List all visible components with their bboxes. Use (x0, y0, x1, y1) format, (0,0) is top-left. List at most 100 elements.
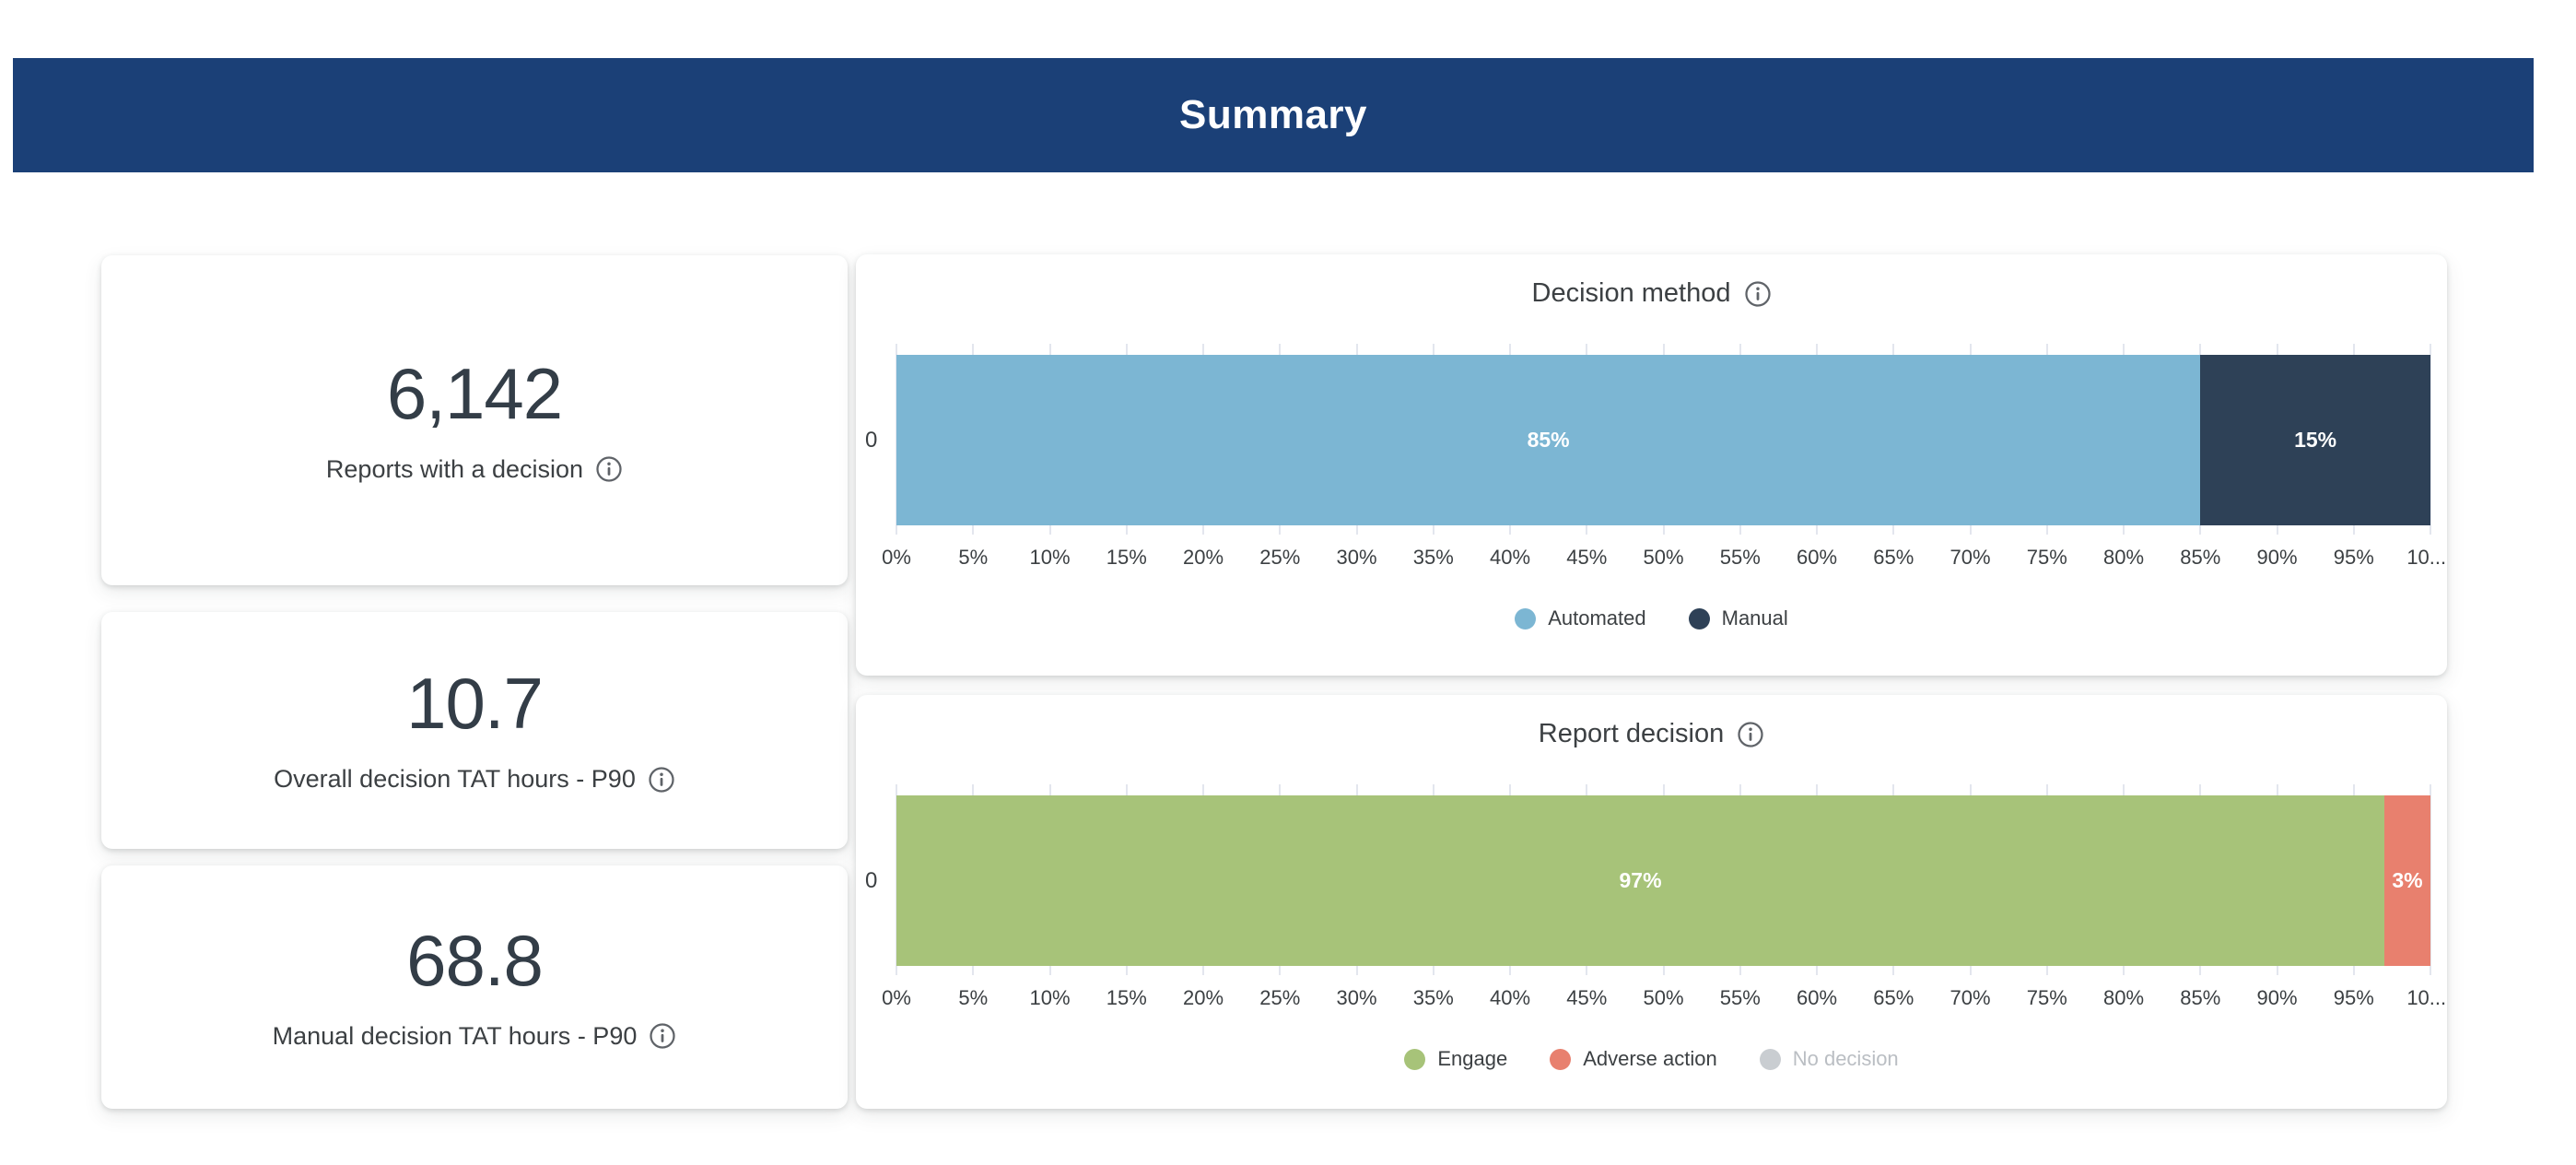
x-tick-label: 25% (1259, 986, 1301, 1009)
x-tick-label: 60% (1796, 546, 1838, 569)
legend-item-manual[interactable]: Manual (1688, 606, 1788, 630)
x-tick-label: 50% (1643, 546, 1684, 569)
legend: Engage Adverse action No decision (856, 1047, 2447, 1071)
bar-segment-engage[interactable]: 97% (896, 795, 2385, 966)
legend-label: No decision (1792, 1047, 1899, 1070)
x-tick-label: 80% (2102, 986, 2145, 1009)
chart-card-report-decision: Report decision 0 97% 3% 0% 5% 10% 15% 20% 25%… (856, 695, 2447, 1109)
legend-label: Manual (1721, 606, 1788, 630)
x-tick-label: 70% (1950, 546, 1991, 569)
x-tick-label: 0% (882, 986, 911, 1009)
x-tick-label: 70% (1950, 986, 1991, 1009)
x-tick-label: 80% (2102, 546, 2145, 569)
kpi-scorecard-reports-with-a-decision: 6,142 Reports with a decision (101, 255, 848, 585)
bar-segment-adverse-action[interactable]: 3% (2384, 795, 2430, 966)
x-tick-label: 95% (2333, 546, 2374, 569)
stacked-bar: 85% 15% (896, 355, 2430, 525)
kpi-label: Manual decision TAT hours - P90 (272, 1021, 638, 1050)
legend-item-automated[interactable]: Automated (1515, 606, 1646, 630)
x-tick-label: 90% (2256, 546, 2298, 569)
legend-swatch (1759, 1048, 1781, 1070)
x-tick-label: 50% (1643, 986, 1684, 1009)
x-tick-label: 75% (2026, 546, 2067, 569)
bar-segment-manual[interactable]: 15% (2200, 355, 2430, 525)
kpi-label: Overall decision TAT hours - P90 (274, 765, 636, 793)
kpi-label-row: Manual decision TAT hours - P90 (273, 1022, 677, 1051)
legend-swatch (1404, 1048, 1426, 1070)
kpi-value: 68.8 (406, 919, 544, 1001)
kpi-scorecard-overall-decision-tat-hours-p90: 10.7 Overall decision TAT hours - P90 (101, 612, 848, 849)
info-icon[interactable] (649, 1022, 676, 1050)
x-tick-label: 10... (2406, 546, 2447, 569)
legend-item-no-decision[interactable]: No decision (1759, 1047, 1899, 1071)
bar-segment-label: 97% (1619, 868, 1662, 892)
kpi-label-row: Reports with a decision (326, 455, 623, 484)
bar-segment-automated[interactable]: 85% (896, 355, 2201, 525)
stacked-bar: 97% 3% (896, 795, 2430, 966)
chart-title: Report decision (1538, 719, 1725, 748)
legend-swatch (1688, 607, 1710, 630)
kpi-label-row: Overall decision TAT hours - P90 (274, 765, 675, 794)
legend: Automated Manual (856, 606, 2447, 630)
legend-swatch (1515, 607, 1537, 630)
page-title: Summary (1178, 92, 1368, 137)
x-tick-label: 40% (1489, 546, 1531, 569)
y-axis-category-label: 0 (865, 427, 878, 453)
x-tick-label: 90% (2256, 986, 2298, 1009)
kpi-label: Reports with a decision (325, 454, 584, 483)
x-tick-label: 10... (2406, 986, 2447, 1009)
info-icon[interactable] (595, 455, 623, 483)
x-tick-label: 15% (1106, 986, 1147, 1009)
x-tick-label: 30% (1336, 546, 1377, 569)
x-tick-label: 45% (1566, 546, 1608, 569)
bar-plot-area: 0 85% 15% (865, 344, 2431, 535)
chart-title-row: Decision method (856, 278, 2447, 309)
x-tick-label: 40% (1489, 986, 1531, 1009)
x-tick-label: 0% (882, 546, 911, 569)
legend-label: Adverse action (1583, 1047, 1717, 1070)
info-icon[interactable] (648, 766, 675, 794)
x-tick-label: 95% (2333, 986, 2374, 1009)
kpi-value: 10.7 (406, 663, 544, 744)
kpi-column: 6,142 Reports with a decision 10.7 Overa… (101, 255, 848, 1109)
summary-banner: Summary (13, 58, 2534, 172)
bar-segment-label: 85% (1527, 428, 1570, 452)
x-tick-label: 15% (1106, 546, 1147, 569)
x-tick-label: 35% (1412, 546, 1454, 569)
x-tick-label: 85% (2180, 986, 2221, 1009)
x-tick-label: 65% (1873, 986, 1914, 1009)
legend-item-adverse-action[interactable]: Adverse action (1550, 1047, 1717, 1071)
x-axis: 0% 5% 10% 15% 20% 25% 30% 35% 40% 45% 50% 55% 60% 65%… (882, 546, 2446, 573)
x-tick-label: 5% (958, 986, 989, 1009)
gridline (2430, 344, 2431, 535)
legend-label: Automated (1548, 606, 1646, 630)
x-tick-label: 20% (1182, 986, 1224, 1009)
bar-plot-area: 0 97% 3% (865, 784, 2431, 975)
x-tick-label: 55% (1719, 546, 1761, 569)
gridline (2430, 784, 2431, 975)
x-tick-label: 85% (2180, 546, 2221, 569)
x-tick-label: 35% (1412, 986, 1454, 1009)
chart-title-row: Report decision (856, 719, 2447, 749)
x-tick-label: 30% (1336, 986, 1377, 1009)
chart-card-decision-method: Decision method 0 85% 15% 0% 5% 10% 15% 20% 25… (856, 254, 2447, 676)
chart-column: Decision method 0 85% 15% 0% 5% 10% 15% 20% 25… (856, 254, 2447, 1165)
x-tick-label: 25% (1259, 546, 1301, 569)
x-tick-label: 45% (1566, 986, 1608, 1009)
x-axis: 0% 5% 10% 15% 20% 25% 30% 35% 40% 45% 50% 55% 60% 65%… (882, 986, 2446, 1014)
info-icon[interactable] (1737, 721, 1764, 748)
legend-label: Engage (1437, 1047, 1508, 1070)
x-tick-label: 5% (958, 546, 989, 569)
legend-swatch (1550, 1048, 1572, 1070)
x-tick-label: 20% (1182, 546, 1224, 569)
x-tick-label: 60% (1796, 986, 1838, 1009)
x-tick-label: 10% (1029, 986, 1071, 1009)
y-axis-category-label: 0 (865, 867, 878, 893)
x-tick-label: 65% (1873, 546, 1914, 569)
chart-title: Decision method (1531, 278, 1731, 308)
x-tick-label: 75% (2026, 986, 2067, 1009)
legend-item-engage[interactable]: Engage (1404, 1047, 1507, 1071)
info-icon[interactable] (1744, 280, 1772, 308)
x-tick-label: 55% (1719, 986, 1761, 1009)
